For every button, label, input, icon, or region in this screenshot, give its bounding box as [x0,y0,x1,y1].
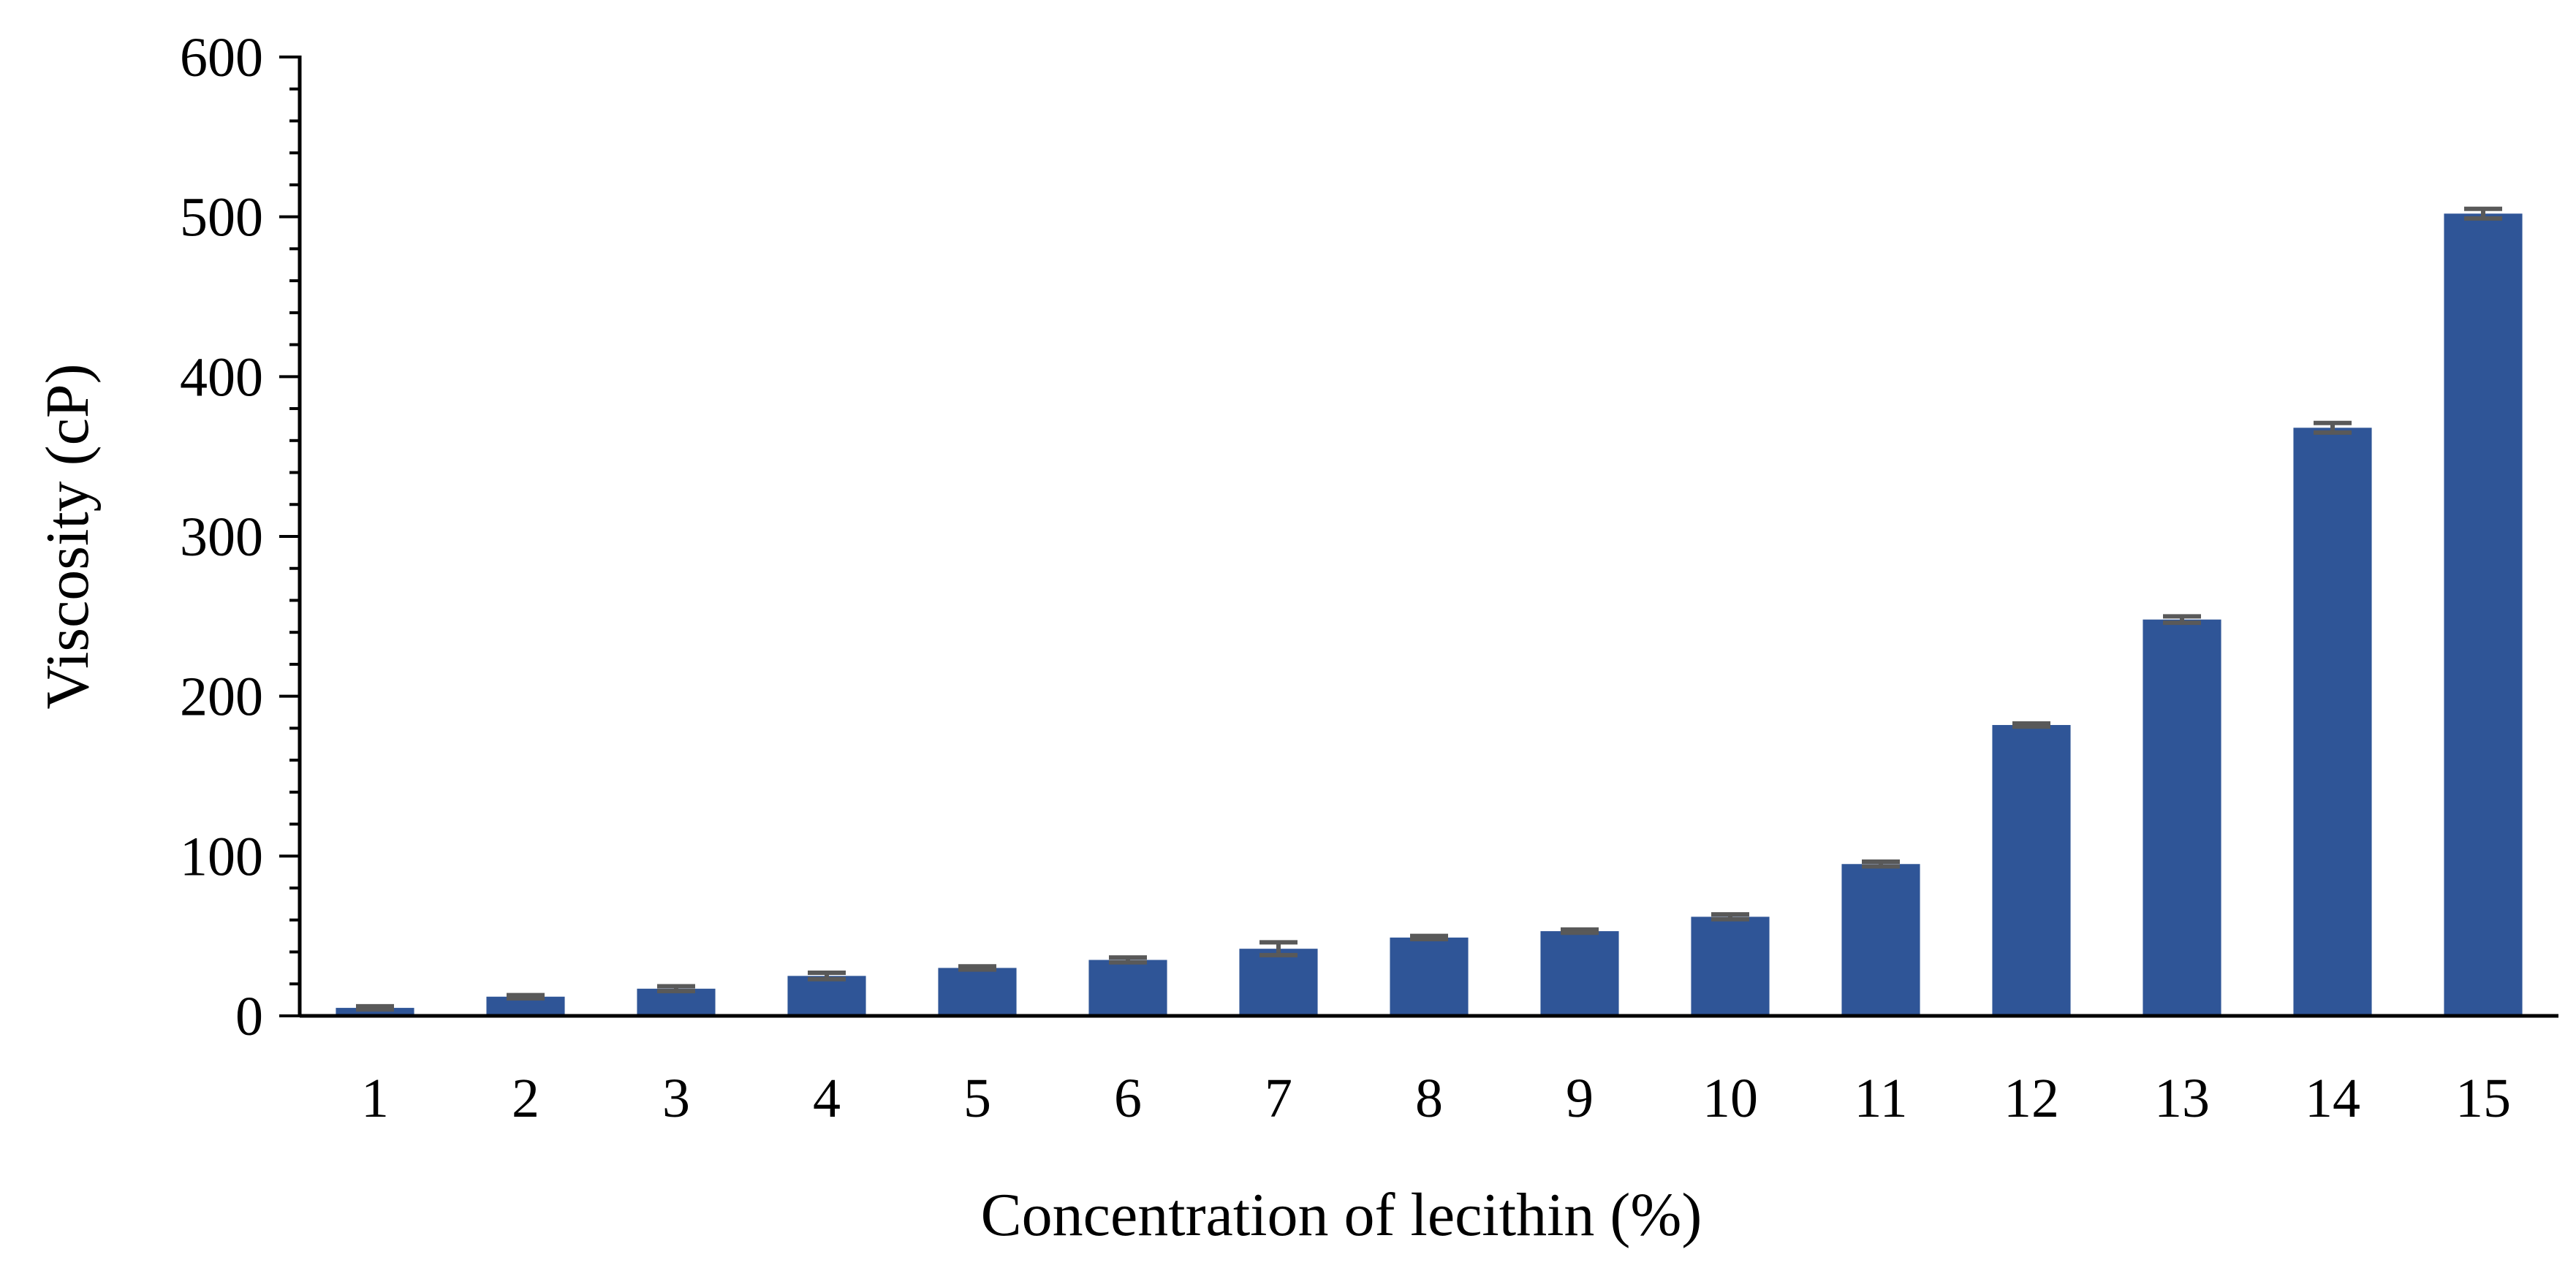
error-bar [2314,420,2352,435]
x-tick-label: 4 [813,1068,841,1129]
x-tick-label: 7 [1265,1068,1292,1129]
error-bar [1862,859,1900,869]
bar [2444,213,2523,1016]
x-tick-label: 12 [2004,1068,2059,1129]
bar-series [336,213,2523,1016]
error-bar [657,984,695,994]
bar [2143,619,2221,1016]
error-bar [2012,721,2050,729]
x-axis-tick-labels: 1 2 3 4 5 6 7 8 9 10 11 12 13 14 15 [361,1068,2511,1129]
y-tick-label: 600 [180,27,263,88]
bar [336,1008,414,1016]
y-tick-label: 400 [180,346,263,408]
bar [1540,931,1619,1016]
x-tick-label: 10 [1702,1068,1758,1129]
error-bar [2163,614,2201,626]
y-tick-label: 300 [180,506,263,568]
error-bar [2464,206,2502,221]
error-bar [808,970,846,982]
x-tick-label: 8 [1415,1068,1443,1129]
x-tick-label: 3 [662,1068,690,1129]
bar [938,968,1017,1016]
bar [787,976,866,1016]
y-tick-label: 500 [180,187,263,248]
bar [1691,916,1770,1016]
bar [1992,725,2071,1016]
bar [2293,428,2372,1016]
bar [1390,937,1469,1016]
error-bar [1410,933,1448,942]
error-bar [1561,927,1599,935]
y-axis-tick-labels: 0 100 200 300 400 500 600 [180,27,263,1047]
error-bar [1259,940,1298,957]
y-axis-ticks [279,56,300,1017]
y-tick-label: 0 [235,986,263,1047]
bar [1239,949,1318,1016]
x-tick-label: 11 [1854,1068,1907,1129]
error-bars [356,206,2502,1012]
bar [1088,960,1167,1016]
x-tick-label: 2 [512,1068,539,1129]
y-tick-label: 200 [180,667,263,728]
x-tick-label: 13 [2154,1068,2210,1129]
error-bar [958,964,996,972]
error-bar [356,1003,394,1012]
x-tick-label: 15 [2455,1068,2511,1129]
y-axis-title: Viscosity (cP) [34,363,102,709]
error-bar [507,992,545,1001]
x-tick-label: 14 [2305,1068,2360,1129]
x-tick-label: 5 [963,1068,991,1129]
error-bar [1711,912,1749,922]
x-tick-label: 6 [1114,1068,1142,1129]
x-tick-label: 9 [1566,1068,1594,1129]
x-axis-title: Concentration of lecithin (%) [981,1181,1702,1249]
bar [1841,864,1920,1016]
x-tick-label: 1 [361,1068,389,1129]
error-bar [1109,955,1147,965]
y-tick-label: 100 [180,826,263,887]
